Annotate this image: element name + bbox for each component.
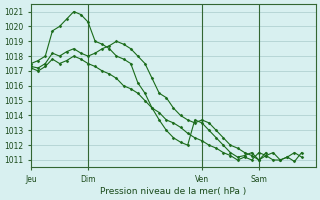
X-axis label: Pression niveau de la mer( hPa ): Pression niveau de la mer( hPa ) [100,187,247,196]
